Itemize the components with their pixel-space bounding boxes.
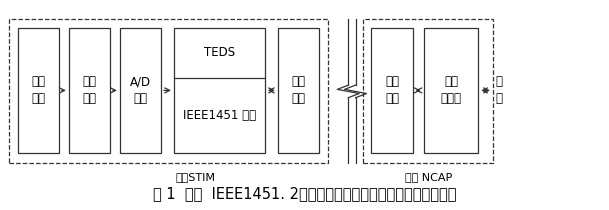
Text: TEDS: TEDS: [204, 46, 235, 59]
Bar: [18, 28, 59, 153]
Text: 无线STIM: 无线STIM: [175, 172, 215, 182]
Bar: [363, 20, 493, 163]
Bar: [120, 28, 161, 153]
Bar: [371, 28, 413, 153]
Text: 网
络: 网 络: [496, 75, 502, 105]
Text: 图 1  基于  IEEE1451. 2和蓝牙协议的无线网络化传感器体系结构: 图 1 基于 IEEE1451. 2和蓝牙协议的无线网络化传感器体系结构: [153, 186, 456, 201]
Text: 蓝牙
模块: 蓝牙 模块: [385, 75, 399, 105]
Text: 传感
元件: 传感 元件: [32, 75, 45, 105]
Text: 信号
调理: 信号 调理: [82, 75, 96, 105]
Text: 无线 NCAP: 无线 NCAP: [406, 172, 452, 182]
Text: IEEE1451 逻辑: IEEE1451 逻辑: [183, 109, 256, 122]
Bar: [424, 28, 478, 153]
Bar: [174, 28, 265, 153]
Text: 蓝牙
模块: 蓝牙 模块: [292, 75, 306, 105]
Bar: [9, 20, 328, 163]
Bar: [69, 28, 110, 153]
Bar: [278, 28, 319, 153]
Text: A/D
转换: A/D 转换: [130, 75, 151, 105]
Text: 网络
适配器: 网络 适配器: [440, 75, 462, 105]
